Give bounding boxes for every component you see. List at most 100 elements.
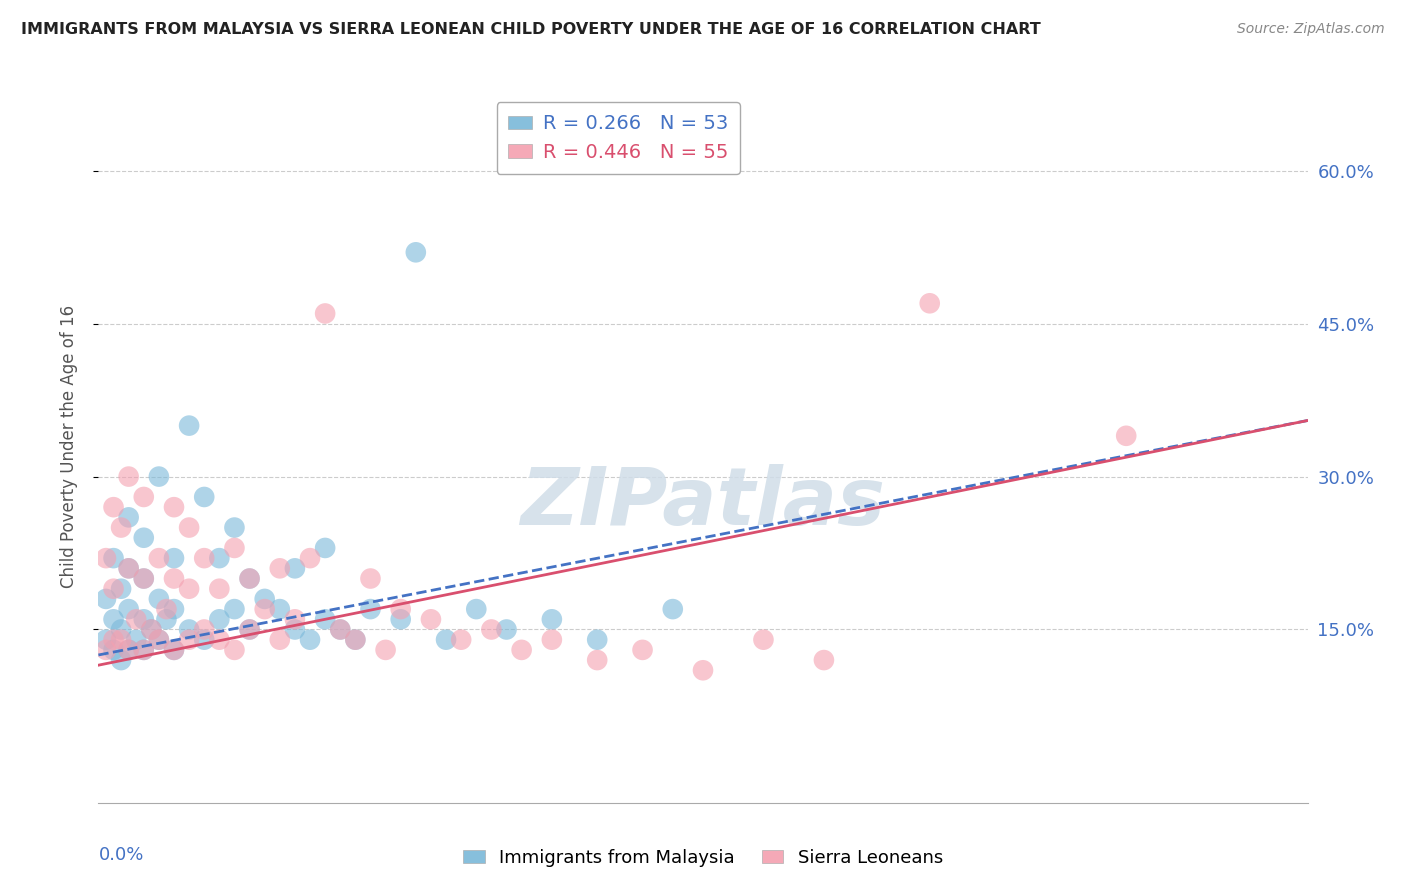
Point [103,612,125,626]
Point [179,623,201,637]
Point [813,653,835,667]
Point [299,632,322,647]
Point [239,623,262,637]
Point [224,520,246,534]
Point [540,632,562,647]
Point [269,561,291,575]
Point [253,591,276,606]
Point [239,572,262,586]
Point [103,643,125,657]
Point [239,572,262,586]
Text: 0.0%: 0.0% [98,846,143,863]
Point [132,572,155,586]
Text: ZIPatlas: ZIPatlas [520,464,886,542]
Point [179,632,201,647]
Point [110,582,132,596]
Point [631,643,654,657]
Point [208,612,231,626]
Point [148,469,170,483]
Point [405,245,427,260]
Point [141,623,163,637]
Point [253,602,276,616]
Point [103,551,125,566]
Point [125,632,148,647]
Point [224,602,246,616]
Point [179,582,201,596]
Point [208,582,231,596]
Point [125,612,148,626]
Point [118,643,141,657]
Point [132,643,155,657]
Point [148,632,170,647]
Point [94,643,117,657]
Legend: R = 0.266   N = 53, R = 0.446   N = 55: R = 0.266 N = 53, R = 0.446 N = 55 [496,103,740,174]
Point [132,643,155,657]
Point [193,632,215,647]
Point [208,632,231,647]
Point [586,653,609,667]
Point [148,591,170,606]
Point [110,520,132,534]
Point [344,632,367,647]
Point [1115,429,1137,443]
Point [132,531,155,545]
Point [434,632,457,647]
Point [163,643,186,657]
Point [163,643,186,657]
Point [110,632,132,647]
Y-axis label: Child Poverty Under the Age of 16: Child Poverty Under the Age of 16 [59,304,77,588]
Point [118,561,141,575]
Point [344,632,367,647]
Text: Source: ZipAtlas.com: Source: ZipAtlas.com [1237,22,1385,37]
Point [141,623,163,637]
Point [208,551,231,566]
Point [110,623,132,637]
Point [110,653,132,667]
Point [94,551,117,566]
Point [269,602,291,616]
Point [314,612,336,626]
Point [224,541,246,555]
Point [314,541,336,555]
Point [193,623,215,637]
Point [314,306,336,320]
Point [118,602,141,616]
Point [752,632,775,647]
Point [465,602,488,616]
Point [179,520,201,534]
Point [132,572,155,586]
Point [495,623,517,637]
Point [284,561,307,575]
Point [132,612,155,626]
Point [94,632,117,647]
Point [103,632,125,647]
Point [481,623,503,637]
Point [163,500,186,515]
Point [692,663,714,677]
Point [118,510,141,524]
Point [94,591,117,606]
Point [118,561,141,575]
Point [163,551,186,566]
Point [329,623,352,637]
Text: IMMIGRANTS FROM MALAYSIA VS SIERRA LEONEAN CHILD POVERTY UNDER THE AGE OF 16 COR: IMMIGRANTS FROM MALAYSIA VS SIERRA LEONE… [21,22,1040,37]
Point [329,623,352,637]
Point [389,602,412,616]
Point [510,643,533,657]
Point [540,612,562,626]
Point [193,551,215,566]
Point [224,643,246,657]
Point [132,490,155,504]
Point [155,602,177,616]
Point [284,623,307,637]
Point [269,632,291,647]
Legend: Immigrants from Malaysia, Sierra Leoneans: Immigrants from Malaysia, Sierra Leonean… [456,842,950,874]
Point [450,632,472,647]
Point [284,612,307,626]
Point [103,582,125,596]
Point [661,602,683,616]
Point [148,632,170,647]
Point [193,490,215,504]
Point [163,602,186,616]
Point [374,643,396,657]
